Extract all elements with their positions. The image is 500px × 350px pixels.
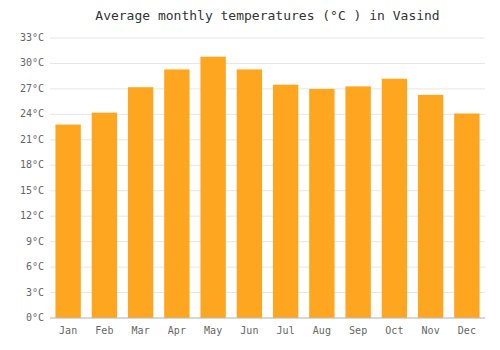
y-tick-label: 12°C	[20, 210, 44, 221]
x-tick-label: Mar	[132, 325, 150, 336]
bar	[273, 85, 298, 318]
grid-line	[50, 63, 485, 64]
bar	[418, 95, 443, 318]
x-tick-label: May	[204, 325, 222, 336]
x-tick-label: Nov	[422, 325, 440, 336]
x-tick-label: Jan	[59, 325, 77, 336]
bar	[164, 69, 189, 318]
bars	[55, 57, 479, 318]
x-tick-label: Jun	[240, 325, 258, 336]
bar	[200, 57, 225, 318]
bar	[454, 114, 479, 318]
bar	[345, 86, 370, 318]
bar	[309, 89, 334, 318]
x-axis: Jan Feb Mar Apr May Jun Jul Aug Sep Oct Nov Dec	[50, 318, 485, 336]
chart: Average monthly temperatures (°C ) in Va…	[0, 0, 500, 350]
y-tick-label: 3°C	[26, 287, 44, 298]
x-tick-label: Feb	[95, 325, 113, 336]
bar	[237, 69, 262, 318]
x-tick-label: Oct	[385, 325, 403, 336]
grid	[50, 38, 485, 318]
grid-line	[50, 318, 485, 319]
y-tick-label: 30°C	[20, 57, 44, 68]
bar	[92, 113, 117, 318]
y-tick-label: 24°C	[20, 108, 44, 119]
y-tick-label: 18°C	[20, 159, 44, 170]
x-tick-label: Sep	[349, 325, 367, 336]
x-tick-label: Dec	[458, 325, 476, 336]
y-tick-label: 6°C	[26, 261, 44, 272]
chart-container: Average monthly temperatures (°C ) in Va…	[0, 0, 500, 350]
y-tick-label: 21°C	[20, 134, 44, 145]
y-tick-label: 33°C	[20, 32, 44, 43]
title: Average monthly temperatures (°C ) in Va…	[95, 8, 439, 23]
y-tick-label: 15°C	[20, 185, 44, 196]
x-tick-label: Aug	[313, 325, 331, 336]
y-axis: 0°C 3°C 6°C 9°C 12°C 15°C 18°C 21°C 24°C 27°C 30°C…	[20, 32, 44, 323]
x-tick-label: Apr	[168, 325, 186, 336]
bar	[55, 125, 80, 318]
x-tick-label: Jul	[277, 325, 295, 336]
y-tick-label: 0°C	[26, 312, 44, 323]
y-tick-label: 27°C	[20, 83, 44, 94]
bar	[382, 79, 407, 318]
grid-line	[50, 38, 485, 39]
grid-line	[50, 88, 485, 89]
y-tick-label: 9°C	[26, 236, 44, 247]
x-axis-line	[50, 318, 485, 319]
bar	[128, 87, 153, 318]
